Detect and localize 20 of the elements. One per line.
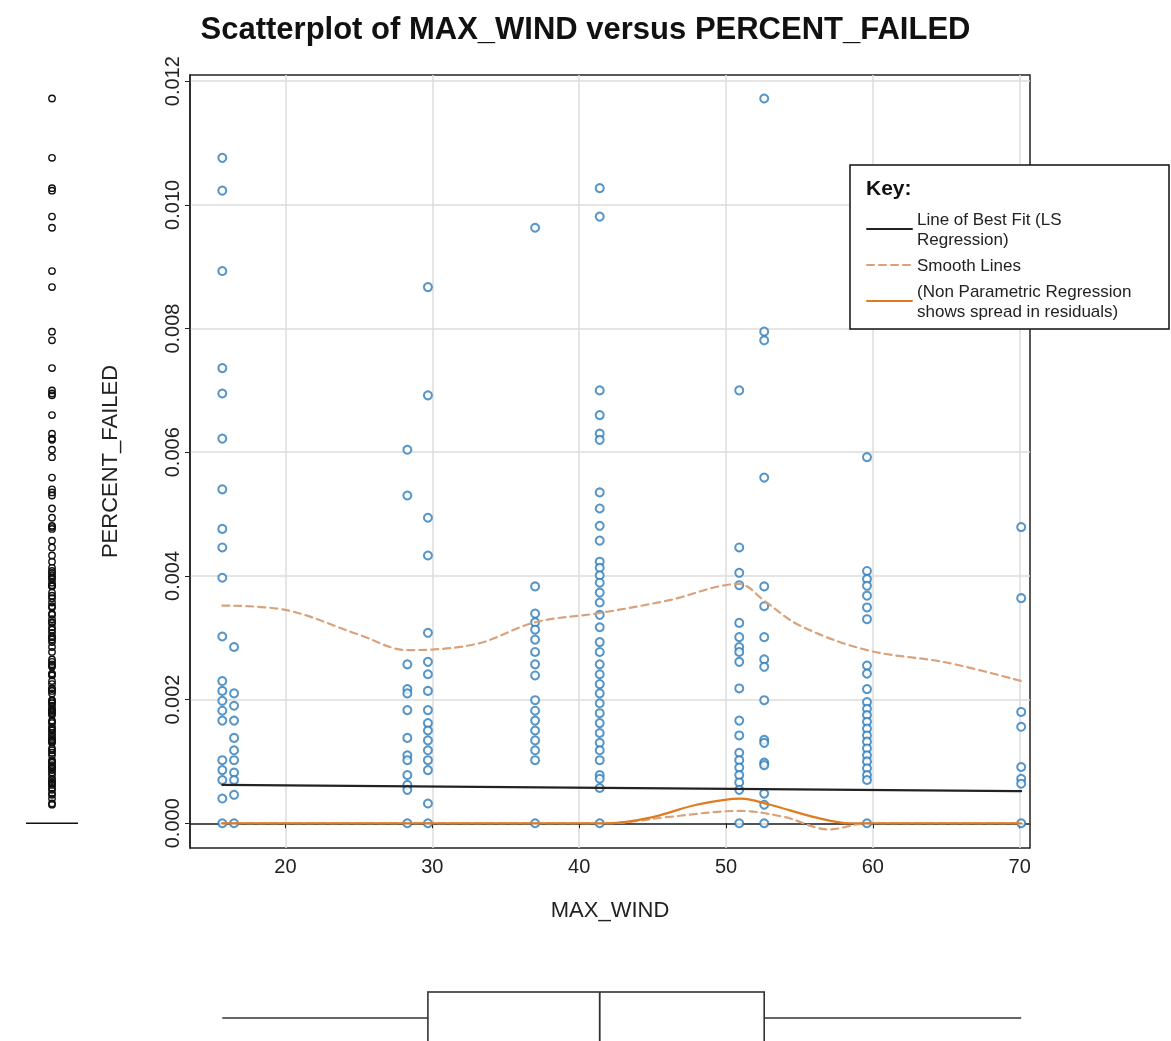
y-tick-label: 0.008	[161, 303, 183, 354]
y-tick-label: 0.000	[161, 798, 183, 849]
legend-label: Line of Best Fit (LS Regression)	[917, 209, 1067, 249]
y-tick-label: 0.002	[161, 674, 183, 725]
x-axis-title: MAX_WIND	[550, 896, 670, 922]
x-tick-label: 20	[274, 855, 297, 877]
x-tick-label: 70	[1008, 855, 1031, 877]
y-tick-label: 0.006	[161, 427, 183, 478]
chart-title: Scatterplot of MAX_WIND versus PERCENT_FAILED	[200, 11, 971, 46]
y-tick-label: 0.012	[161, 56, 183, 107]
x-tick-label: 60	[861, 855, 884, 877]
x-tick-label: 50	[714, 855, 738, 877]
legend-label: (Non Parametric Regression shows spread in residuals)	[917, 281, 1137, 321]
legend-title: Key:	[866, 176, 912, 199]
legend-label: Smooth Lines	[917, 255, 1021, 275]
y-tick-label: 0.010	[161, 179, 183, 230]
x-tick-label: 40	[568, 855, 591, 877]
y-axis-title: PERCENT_FAILED	[96, 364, 122, 559]
y-tick-label: 0.004	[161, 550, 183, 601]
x-tick-label: 30	[421, 855, 444, 877]
